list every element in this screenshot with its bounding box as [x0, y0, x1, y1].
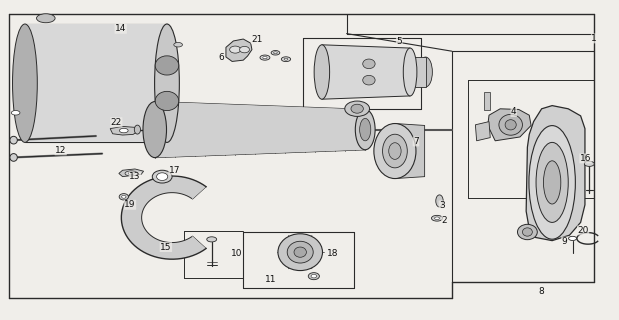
- Text: 10: 10: [231, 249, 242, 258]
- Text: 14: 14: [115, 24, 126, 33]
- Ellipse shape: [404, 48, 417, 96]
- Ellipse shape: [155, 92, 179, 110]
- Text: 3: 3: [439, 201, 445, 210]
- Ellipse shape: [129, 172, 134, 175]
- Text: 12: 12: [55, 146, 66, 155]
- Ellipse shape: [10, 154, 17, 161]
- Ellipse shape: [351, 104, 363, 113]
- Ellipse shape: [505, 120, 516, 130]
- Ellipse shape: [134, 125, 141, 134]
- Ellipse shape: [143, 102, 167, 158]
- Ellipse shape: [499, 114, 522, 135]
- Text: 2: 2: [441, 216, 448, 225]
- Ellipse shape: [174, 43, 183, 47]
- Ellipse shape: [345, 101, 370, 116]
- Ellipse shape: [311, 274, 317, 278]
- Polygon shape: [410, 57, 426, 87]
- Ellipse shape: [436, 195, 443, 207]
- Ellipse shape: [294, 247, 306, 257]
- Ellipse shape: [230, 46, 241, 53]
- Polygon shape: [488, 109, 531, 141]
- Text: 5: 5: [396, 37, 402, 46]
- Ellipse shape: [287, 241, 313, 263]
- Text: 1: 1: [591, 34, 597, 43]
- Ellipse shape: [122, 195, 126, 198]
- Ellipse shape: [271, 51, 280, 55]
- Ellipse shape: [431, 215, 443, 221]
- Ellipse shape: [278, 234, 322, 271]
- Text: 8: 8: [538, 287, 544, 296]
- Ellipse shape: [260, 55, 270, 60]
- Ellipse shape: [522, 228, 532, 236]
- Ellipse shape: [10, 136, 17, 144]
- Ellipse shape: [543, 161, 561, 204]
- Ellipse shape: [125, 171, 137, 176]
- Ellipse shape: [284, 58, 288, 60]
- Polygon shape: [110, 126, 139, 135]
- Ellipse shape: [119, 128, 128, 133]
- Ellipse shape: [389, 143, 401, 159]
- Ellipse shape: [374, 124, 416, 179]
- Ellipse shape: [360, 118, 371, 141]
- Text: 20: 20: [578, 226, 589, 235]
- Ellipse shape: [155, 56, 179, 75]
- Text: 22: 22: [111, 118, 122, 127]
- Polygon shape: [526, 106, 585, 241]
- Text: 16: 16: [580, 154, 591, 163]
- Ellipse shape: [536, 142, 568, 222]
- Ellipse shape: [363, 75, 375, 85]
- Text: 19: 19: [124, 200, 136, 209]
- Ellipse shape: [282, 57, 291, 61]
- Text: 6: 6: [219, 53, 225, 62]
- Ellipse shape: [240, 46, 249, 53]
- Polygon shape: [395, 124, 425, 179]
- Ellipse shape: [435, 217, 439, 220]
- Text: 21: 21: [251, 35, 262, 44]
- Polygon shape: [25, 24, 167, 142]
- Ellipse shape: [308, 273, 319, 280]
- Text: 15: 15: [160, 243, 171, 252]
- Ellipse shape: [314, 45, 330, 99]
- Text: 13: 13: [129, 172, 141, 181]
- Ellipse shape: [155, 24, 180, 142]
- Ellipse shape: [207, 237, 217, 242]
- Ellipse shape: [419, 57, 433, 87]
- Ellipse shape: [274, 52, 277, 54]
- Ellipse shape: [363, 59, 375, 69]
- Ellipse shape: [11, 110, 20, 115]
- Ellipse shape: [263, 56, 267, 59]
- Text: 9: 9: [561, 237, 568, 246]
- Polygon shape: [155, 101, 365, 158]
- Ellipse shape: [584, 161, 594, 166]
- Ellipse shape: [37, 14, 55, 23]
- Ellipse shape: [152, 170, 172, 183]
- Polygon shape: [121, 176, 206, 259]
- Ellipse shape: [529, 126, 576, 239]
- Text: 17: 17: [169, 166, 180, 175]
- Ellipse shape: [383, 134, 407, 168]
- Bar: [484, 92, 490, 110]
- Polygon shape: [119, 169, 144, 177]
- Text: 4: 4: [511, 108, 517, 116]
- Ellipse shape: [12, 24, 37, 142]
- Ellipse shape: [569, 236, 577, 241]
- Ellipse shape: [157, 173, 168, 180]
- Text: 18: 18: [327, 249, 339, 258]
- Ellipse shape: [517, 224, 537, 240]
- Polygon shape: [226, 39, 252, 61]
- Text: 7: 7: [413, 137, 419, 146]
- Ellipse shape: [355, 109, 375, 150]
- Polygon shape: [322, 45, 410, 99]
- Text: 11: 11: [266, 275, 277, 284]
- Polygon shape: [475, 122, 490, 141]
- Ellipse shape: [119, 194, 129, 200]
